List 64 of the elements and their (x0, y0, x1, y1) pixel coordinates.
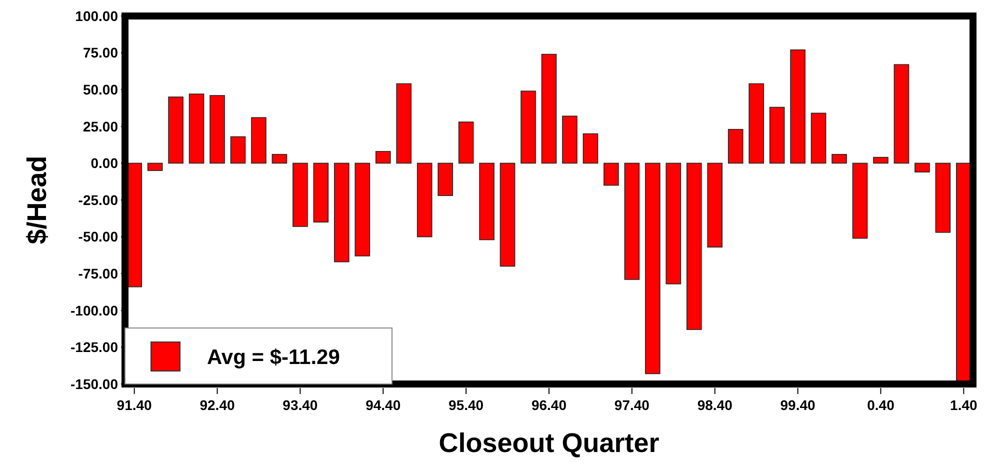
bar (666, 162, 682, 284)
bar (624, 162, 640, 280)
y-tick-label: -25.00 (78, 192, 118, 208)
bar (479, 162, 494, 240)
y-tick-label: -75.00 (78, 266, 118, 282)
bar (458, 122, 474, 164)
bar (500, 162, 516, 267)
x-tick-label: 96.40 (531, 397, 567, 413)
x-tick-label: 98.40 (697, 397, 733, 413)
y-tick-label: 100.00 (75, 8, 118, 24)
bar (728, 128, 744, 164)
bar (334, 162, 350, 262)
x-axis-title: Closeout Quarter (438, 428, 660, 458)
bar (230, 136, 246, 164)
legend-label: Avg = $-11.29 (207, 346, 340, 369)
x-tick-label: 91.40 (116, 397, 152, 413)
bar (748, 83, 764, 164)
bar (147, 162, 163, 171)
y-tick-label: 50.00 (82, 82, 118, 98)
bar (873, 156, 888, 164)
bar (604, 162, 619, 186)
bar (935, 162, 951, 233)
x-tick-label: 97.40 (614, 397, 650, 413)
bar (541, 54, 557, 164)
x-tick-label: 92.40 (200, 397, 235, 413)
bar (210, 95, 225, 164)
y-tick-label: 0.00 (90, 155, 118, 172)
y-tick-label: -50.00 (78, 228, 118, 245)
bar (251, 117, 266, 164)
bar (438, 162, 453, 196)
x-tick-label: 99.40 (780, 397, 816, 413)
bar (562, 116, 578, 164)
bar (769, 106, 785, 164)
x-tick-label: 0.40 (867, 397, 895, 413)
x-tick-label: 94.40 (366, 397, 401, 413)
bar (416, 162, 432, 238)
x-tick-label: 95.40 (448, 397, 484, 413)
bar (645, 162, 660, 374)
bar (292, 162, 308, 227)
bar (810, 112, 826, 164)
y-tick-label: 25.00 (82, 118, 118, 134)
x-tick-label: 1.40 (950, 397, 978, 413)
bar (396, 83, 412, 164)
x-tick-label: 93.40 (282, 397, 318, 413)
y-tick-label: -125.00 (70, 339, 118, 356)
bar (354, 162, 370, 256)
bar (852, 162, 868, 239)
y-tick-label: -150.00 (70, 376, 118, 392)
bar (520, 90, 536, 164)
bar (313, 162, 329, 222)
bar (832, 154, 847, 164)
y-tick-label: 75.00 (82, 44, 118, 61)
bar (375, 151, 391, 164)
y-tick-label: -100.00 (70, 302, 118, 318)
bar (168, 96, 184, 164)
bar (914, 162, 930, 172)
bar (790, 49, 806, 164)
bar (272, 154, 288, 164)
bar (707, 162, 723, 248)
bar (582, 133, 598, 164)
bar (188, 94, 204, 164)
bar (686, 162, 702, 330)
y-axis-title: $/Head (22, 156, 52, 244)
bar (894, 64, 910, 164)
